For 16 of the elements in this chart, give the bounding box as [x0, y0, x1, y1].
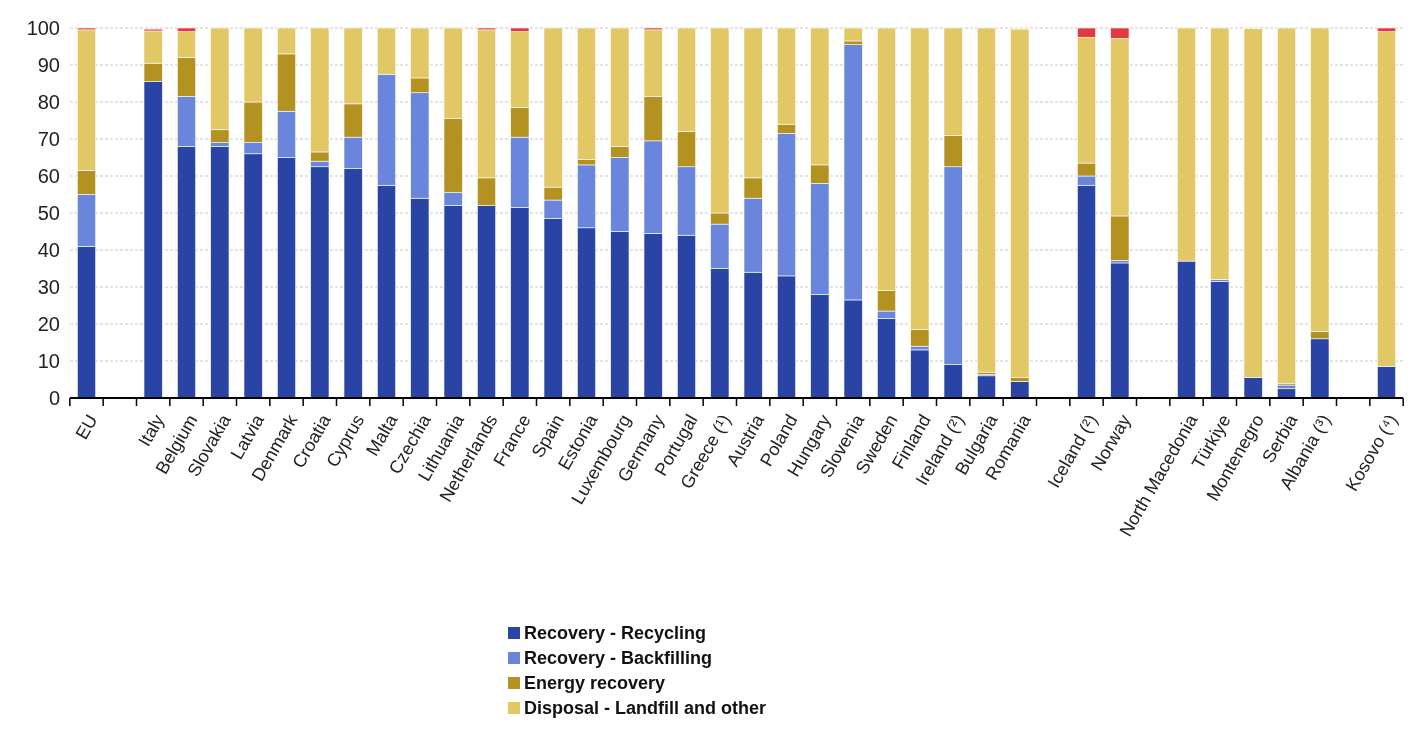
- legend-label: Recovery - Recycling: [524, 623, 707, 644]
- x-tick-label: EU: [71, 411, 102, 443]
- y-tick-label: 50: [37, 202, 60, 224]
- legend-label: Energy recovery: [524, 673, 666, 694]
- y-tick-label: 90: [37, 54, 60, 76]
- legend-label: Recovery - Backfilling: [524, 648, 713, 669]
- legend-label: Disposal - Landfill and other: [524, 698, 767, 719]
- y-tick-label: 40: [37, 239, 60, 261]
- y-tick-label: 10: [37, 350, 60, 372]
- y-tick-label: 20: [37, 313, 60, 335]
- y-tick-label: 30: [37, 276, 60, 298]
- y-tick-label: 60: [37, 165, 60, 187]
- y-tick-label: 70: [37, 128, 60, 150]
- y-tick-label: 80: [37, 91, 60, 113]
- y-tick-label: 0: [48, 387, 60, 409]
- y-tick-label: 100: [26, 17, 60, 39]
